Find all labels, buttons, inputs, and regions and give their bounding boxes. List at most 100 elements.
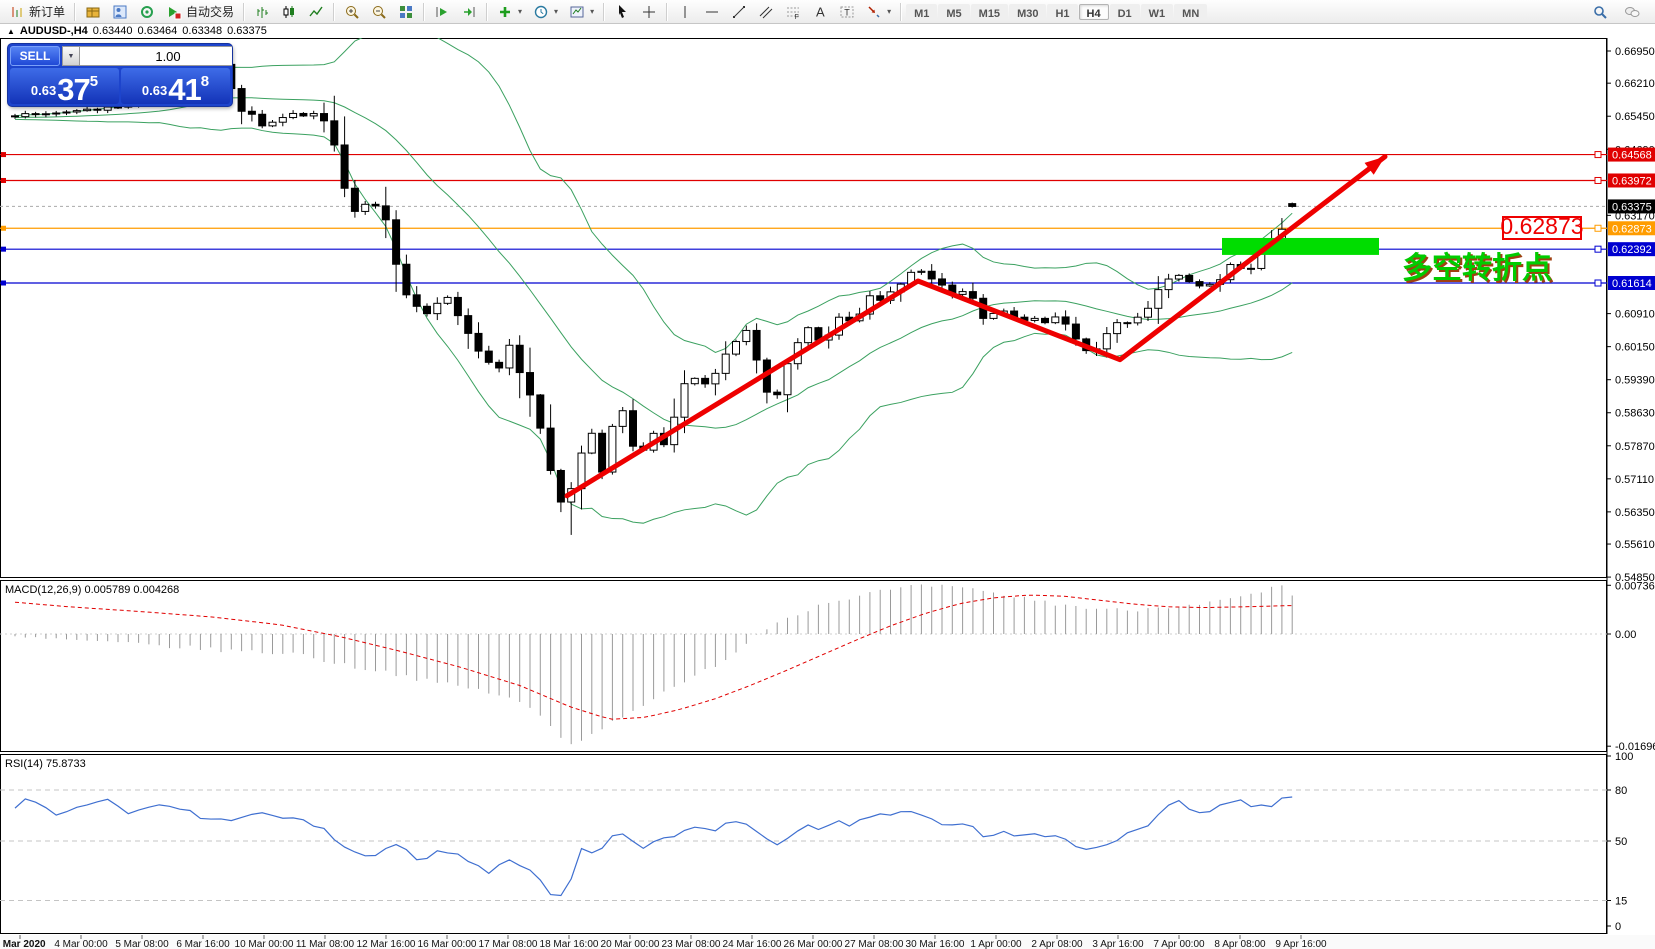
symbol-title: AUDUSD-,H4 <box>19 25 88 37</box>
new-order-icon <box>9 4 25 20</box>
search-icon <box>1594 5 1607 19</box>
navigator-button[interactable] <box>107 2 133 22</box>
fibonacci-button[interactable]: F <box>780 2 806 22</box>
text-label-button[interactable]: T <box>834 2 860 22</box>
svg-text:8 Apr 08:00: 8 Apr 08:00 <box>1214 939 1266 949</box>
ohlc-open: 0.63440 <box>92 25 133 37</box>
auto-scroll-button[interactable] <box>429 2 455 22</box>
timeframe-m30[interactable]: M30 <box>1009 3 1047 20</box>
line-chart-button[interactable] <box>303 2 329 22</box>
candlestick-chart-button[interactable] <box>276 2 302 22</box>
zoom-out-icon <box>373 5 386 19</box>
navigator-icon <box>113 5 127 18</box>
search-button[interactable] <box>1587 2 1613 22</box>
new-order-button[interactable]: 新订单 <box>4 2 70 22</box>
volume-decrease-button[interactable]: ▼ <box>62 46 80 66</box>
text-icon: A <box>816 4 825 19</box>
autotrading-button[interactable]: 自动交易 <box>161 2 239 22</box>
toolbar-separator <box>423 2 426 21</box>
svg-text:18 Mar 16:00: 18 Mar 16:00 <box>540 939 599 949</box>
pane-frames <box>0 38 1608 934</box>
macd-pane <box>0 584 1607 745</box>
one-click-trading-panel: SELL ▼ ▲ BUY 0.63 37 5 0.63 41 8 <box>8 44 232 106</box>
arrows-icon <box>868 5 880 18</box>
green-highlight-box[interactable] <box>1222 237 1379 255</box>
svg-text:0.60910: 0.60910 <box>1615 309 1655 321</box>
buy-price-big: 41 <box>168 72 201 106</box>
svg-text:6 Mar 16:00: 6 Mar 16:00 <box>176 939 230 949</box>
volume-input[interactable] <box>80 46 232 66</box>
buy-price-base: 0.63 <box>141 83 168 98</box>
arrows-button[interactable]: ▾ <box>861 2 896 22</box>
sell-price-button[interactable]: 0.63 37 5 <box>10 68 119 105</box>
toolbar-separator <box>603 2 606 21</box>
svg-text:0.58630: 0.58630 <box>1615 408 1655 420</box>
sell-price-base: 0.63 <box>30 83 57 98</box>
svg-text:11 Mar 08:00: 11 Mar 08:00 <box>296 939 355 949</box>
svg-text:0.63375: 0.63375 <box>1612 201 1652 213</box>
cursor-button[interactable] <box>609 2 635 22</box>
svg-text:0.66950: 0.66950 <box>1615 46 1655 58</box>
horizontal-line-button[interactable] <box>699 2 725 22</box>
timeframe-d1[interactable]: D1 <box>1109 3 1140 20</box>
vertical-line-icon <box>684 5 686 18</box>
autotrading-icon <box>166 4 182 20</box>
trend-arrow-line[interactable] <box>564 154 1388 499</box>
price-callout[interactable]: 0.62873 <box>1500 213 1584 240</box>
chat-button[interactable] <box>1619 2 1645 22</box>
timeframe-m15[interactable]: M15 <box>970 3 1009 20</box>
bar-chart-button[interactable] <box>249 2 275 22</box>
timeframe-h1[interactable]: H1 <box>1047 3 1078 20</box>
vertical-line-button[interactable] <box>672 2 698 22</box>
svg-text:T: T <box>844 7 850 17</box>
templates-button[interactable]: ▾ <box>564 2 599 22</box>
svg-text:50: 50 <box>1615 836 1627 848</box>
chart-shift-icon <box>464 6 475 17</box>
collapse-panel-icon[interactable]: ▲ <box>7 26 15 36</box>
rsi-label: RSI(14) 75.8733 <box>5 758 86 770</box>
market-watch-icon <box>86 7 100 17</box>
chart-shift-button[interactable] <box>456 2 482 22</box>
equidistant-channel-button[interactable] <box>753 2 779 22</box>
svg-text:0: 0 <box>1615 921 1621 933</box>
svg-text:100: 100 <box>1615 751 1633 763</box>
svg-text:0.63972: 0.63972 <box>1612 175 1652 187</box>
chevron-down-icon: ▾ <box>518 7 523 16</box>
indicators-icon <box>500 6 511 17</box>
svg-text:0.57110: 0.57110 <box>1615 474 1654 486</box>
timeframe-w1[interactable]: W1 <box>1140 3 1174 20</box>
svg-text:2 Mar 2020: 2 Mar 2020 <box>0 939 46 949</box>
svg-text:0.54850: 0.54850 <box>1615 572 1655 584</box>
text-button[interactable]: A <box>807 2 833 22</box>
svg-text:1 Apr 00:00: 1 Apr 00:00 <box>970 939 1022 949</box>
sell-button[interactable]: SELL <box>10 46 60 66</box>
time-axis[interactable]: 2 Mar 2020 4 Mar 00:00 5 Mar 08:00 6 Mar 16… <box>0 935 1655 949</box>
signals-button[interactable] <box>134 2 160 22</box>
ohlc-high: 0.63464 <box>137 25 178 37</box>
crosshair-button[interactable] <box>636 2 662 22</box>
price-axis: 0.669500.662100.654500.646900.631700.609… <box>1607 46 1655 584</box>
buy-price-button[interactable]: 0.63 41 8 <box>121 68 230 106</box>
toolbar-separator <box>486 2 489 21</box>
crosshair-icon <box>643 5 656 18</box>
svg-text:7 Apr 00:00: 7 Apr 00:00 <box>1153 939 1205 949</box>
timeframe-h4[interactable]: H4 <box>1078 3 1109 20</box>
market-watch-button[interactable] <box>80 2 106 22</box>
zoom-out-button[interactable] <box>366 2 392 22</box>
rsi-pane <box>0 789 1607 901</box>
toolbar-separator <box>74 2 77 21</box>
zoom-in-icon <box>346 5 359 19</box>
trendline-button[interactable] <box>726 2 752 22</box>
tile-windows-button[interactable] <box>393 2 419 22</box>
timeframe-m5[interactable]: M5 <box>938 3 970 20</box>
timeframe-buttons: M1 M5 M15 M30 H1 H4 D1 W1 MN <box>906 3 1208 20</box>
periods-button[interactable]: ▾ <box>528 2 563 22</box>
zoom-in-button[interactable] <box>339 2 365 22</box>
timeframe-m1[interactable]: M1 <box>906 3 938 20</box>
candlestick-chart-icon <box>283 5 295 18</box>
timeframe-mn[interactable]: MN <box>1174 3 1208 20</box>
chevron-down-icon: ▾ <box>887 7 892 16</box>
indicators-button[interactable]: ▾ <box>492 2 527 22</box>
